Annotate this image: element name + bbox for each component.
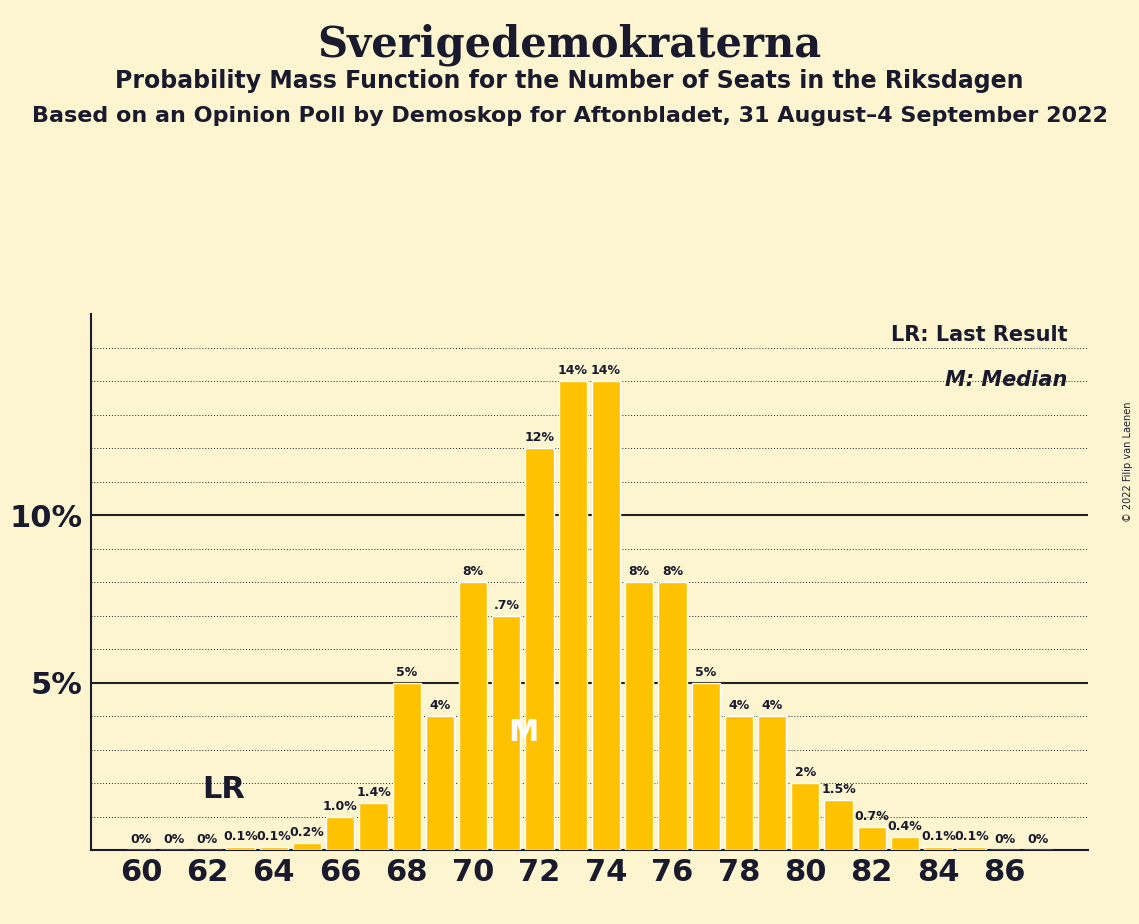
Bar (326, 817, 354, 850)
Text: 0.7%: 0.7% (854, 809, 890, 822)
Text: 0%: 0% (994, 833, 1015, 846)
Bar (293, 844, 321, 850)
Bar (525, 448, 554, 850)
Text: 1.5%: 1.5% (821, 783, 857, 796)
Bar (691, 683, 720, 850)
Text: Probability Mass Function for the Number of Seats in the Riksdagen: Probability Mass Function for the Number… (115, 69, 1024, 93)
Text: 14%: 14% (591, 364, 621, 377)
Bar (260, 846, 288, 850)
Bar (658, 582, 687, 850)
Text: 0%: 0% (130, 833, 151, 846)
Text: 0.1%: 0.1% (223, 830, 259, 843)
Bar (227, 846, 255, 850)
Text: M: Median: M: Median (945, 371, 1068, 391)
Text: 0.4%: 0.4% (887, 820, 923, 833)
Text: 12%: 12% (525, 432, 555, 444)
Text: 0.1%: 0.1% (920, 830, 956, 843)
Bar (958, 846, 985, 850)
Bar (891, 837, 919, 850)
Text: LR: Last Result: LR: Last Result (891, 325, 1068, 345)
Text: 0.2%: 0.2% (289, 826, 325, 839)
Bar (459, 582, 487, 850)
Text: .7%: .7% (493, 599, 519, 612)
Bar (492, 615, 521, 850)
Bar (759, 716, 786, 850)
Bar (360, 803, 387, 850)
Text: 5%: 5% (695, 665, 716, 678)
Bar (625, 582, 654, 850)
Text: 5%: 5% (396, 665, 417, 678)
Text: 0.1%: 0.1% (954, 830, 989, 843)
Bar (559, 382, 587, 850)
Bar (393, 683, 420, 850)
Bar (825, 800, 853, 850)
Text: 0.1%: 0.1% (256, 830, 292, 843)
Bar (924, 846, 952, 850)
Bar (792, 784, 819, 850)
Bar (858, 827, 886, 850)
Text: 4%: 4% (429, 699, 451, 712)
Text: 8%: 8% (629, 565, 650, 578)
Text: LR: LR (203, 775, 245, 804)
Text: 4%: 4% (762, 699, 782, 712)
Text: 1.0%: 1.0% (322, 799, 358, 812)
Text: 1.4%: 1.4% (357, 786, 391, 799)
Text: M: M (508, 718, 539, 748)
Text: 14%: 14% (558, 364, 588, 377)
Bar (592, 382, 620, 850)
Text: 0%: 0% (1027, 833, 1049, 846)
Text: 8%: 8% (662, 565, 683, 578)
Text: 8%: 8% (462, 565, 484, 578)
Text: © 2022 Filip van Laenen: © 2022 Filip van Laenen (1123, 402, 1133, 522)
Bar (724, 716, 753, 850)
Text: 2%: 2% (795, 766, 816, 779)
Text: 0%: 0% (197, 833, 218, 846)
Bar (426, 716, 454, 850)
Text: 4%: 4% (728, 699, 749, 712)
Text: Sverigedemokraterna: Sverigedemokraterna (318, 23, 821, 66)
Text: Based on an Opinion Poll by Demoskop for Aftonbladet, 31 August–4 September 2022: Based on an Opinion Poll by Demoskop for… (32, 106, 1107, 127)
Text: 0%: 0% (164, 833, 185, 846)
